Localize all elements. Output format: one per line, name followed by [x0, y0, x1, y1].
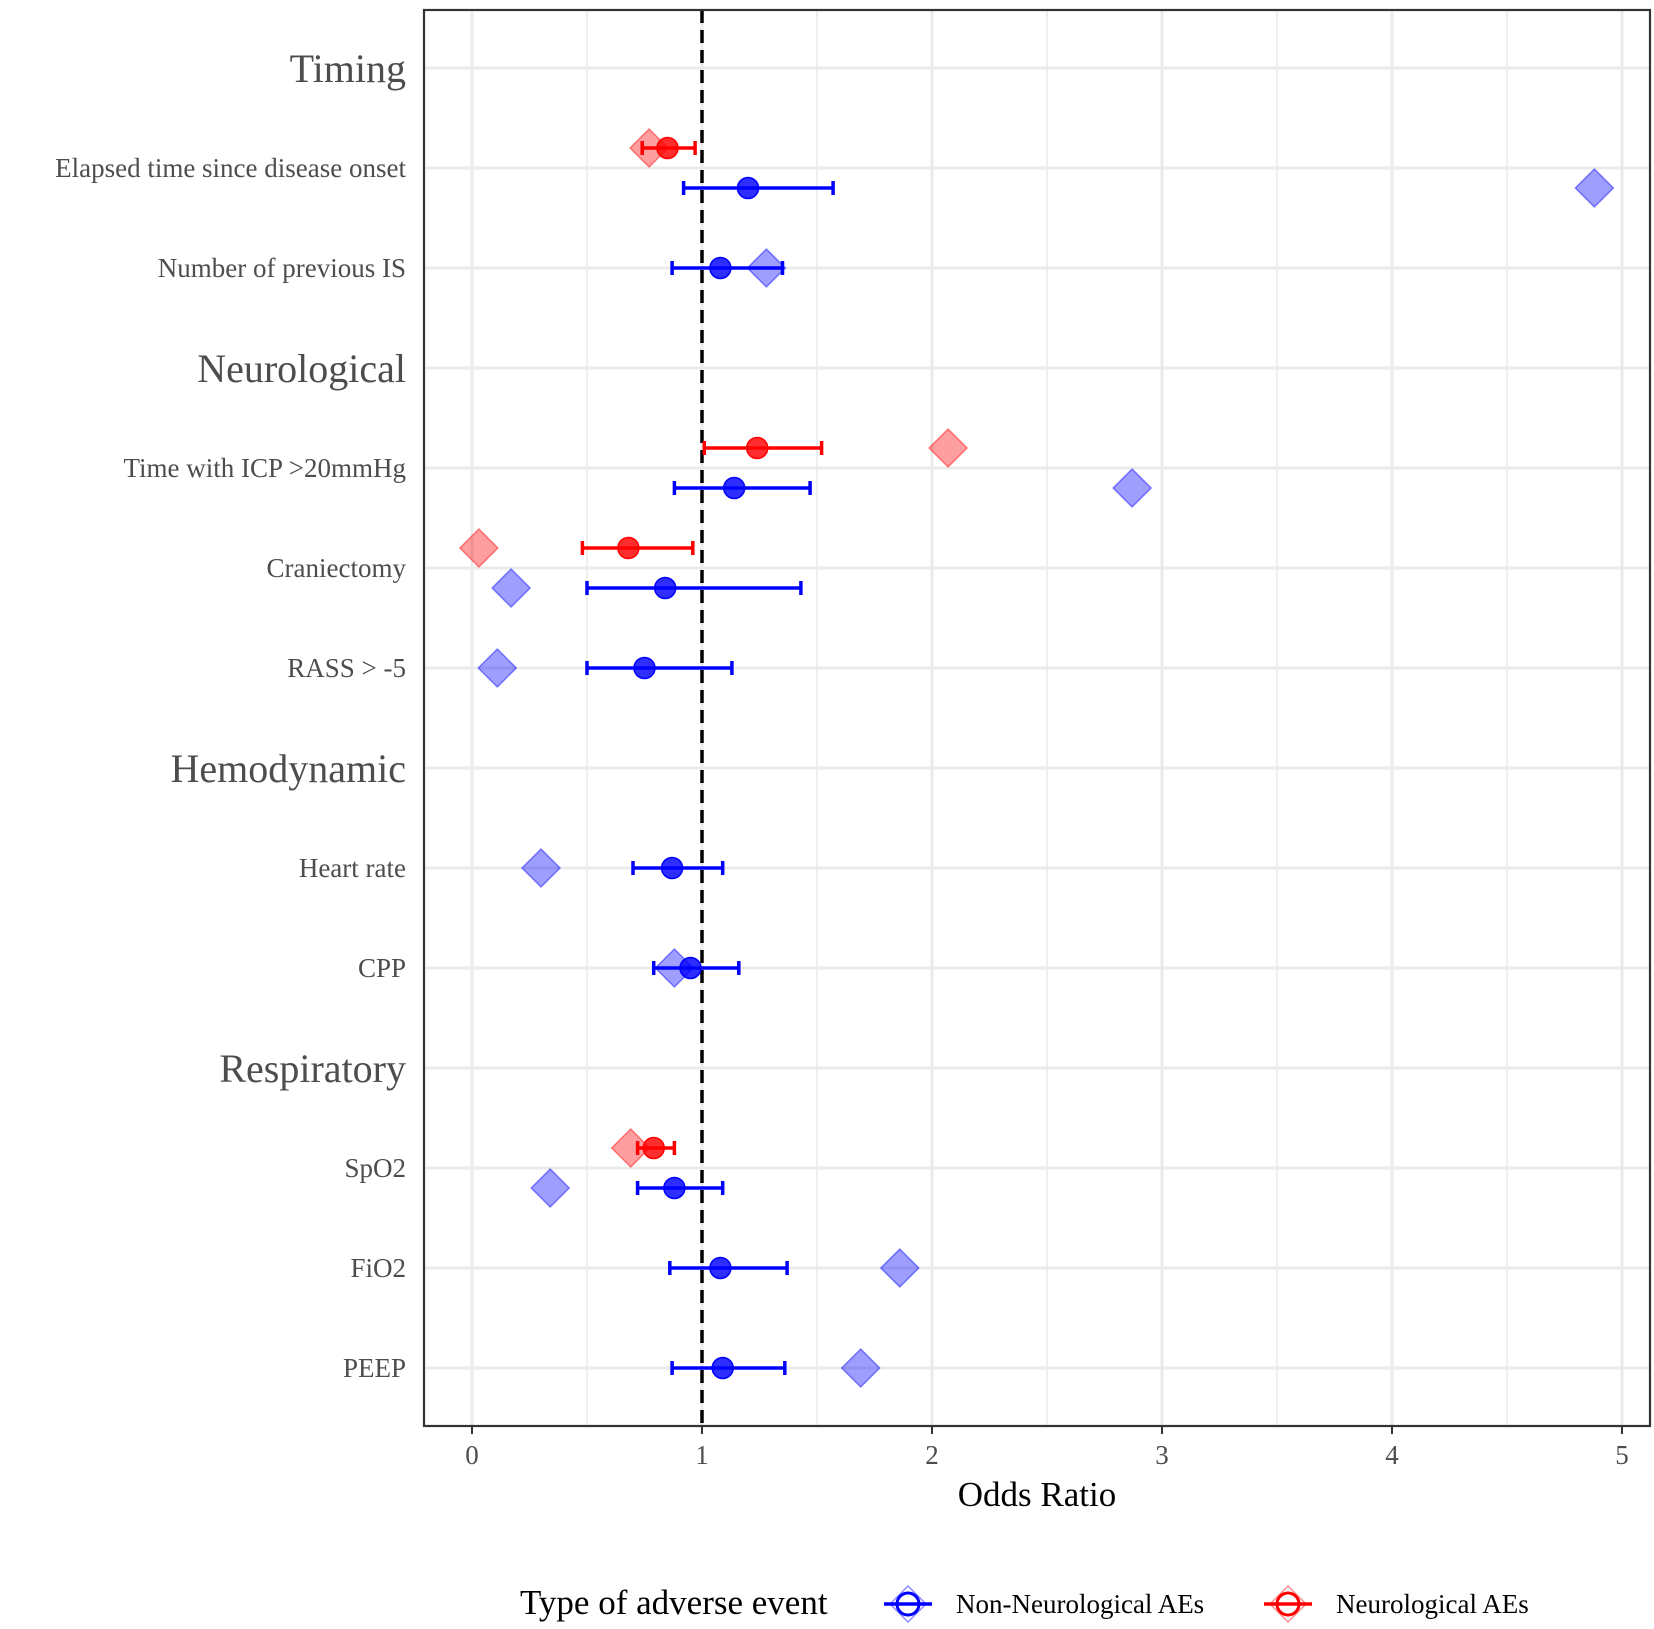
neurological-point: [656, 136, 679, 160]
x-axis-title: Odds Ratio: [958, 1475, 1116, 1514]
non-neurological-diamond: [879, 1247, 920, 1289]
neurological-diamond: [928, 427, 969, 469]
row-label: CPP: [358, 953, 406, 983]
legend-key-point: [1275, 1591, 1301, 1617]
neurological-point: [642, 1136, 665, 1160]
x-tick-label: 3: [1155, 1440, 1169, 1470]
row-label: Craniectomy: [267, 553, 407, 583]
non-neurological-point: [722, 476, 746, 500]
non-neurological-diamond: [1112, 467, 1153, 509]
row-label: FiO2: [350, 1253, 406, 1283]
row-label: Heart rate: [299, 853, 406, 883]
grid-layer: [424, 10, 1650, 1426]
neurological-point: [745, 436, 769, 460]
row-label: SpO2: [344, 1153, 406, 1183]
non-neurological-diamond: [491, 567, 532, 609]
non-neurological-diamond: [520, 847, 562, 889]
non-neurological-point: [653, 576, 677, 600]
non-neurological-point: [736, 176, 760, 200]
x-tick-label: 0: [465, 1440, 479, 1470]
neurological-point: [617, 536, 640, 560]
non-neurological-point: [709, 1256, 732, 1280]
legend-item-neurological: Neurological AEs: [1264, 1584, 1529, 1624]
non-neurological-diamond: [530, 1167, 571, 1209]
panel-border: [422, 8, 1652, 1428]
section-label: Neurological: [197, 346, 406, 391]
legend-title: Type of adverse event: [520, 1583, 828, 1622]
row-label-layer: Timing Elapsed time since disease onset Nu…: [55, 46, 406, 1383]
legend-label: Neurological AEs: [1336, 1589, 1529, 1619]
marks-layer: [458, 127, 1615, 1389]
neurological-diamond: [458, 527, 499, 569]
non-neurological-diamond: [840, 1347, 881, 1389]
x-tick-label: 1: [695, 1440, 709, 1470]
legend-item-non-neurological: Non-Neurological AEs: [884, 1584, 1204, 1624]
row-label: Number of previous IS: [158, 253, 406, 283]
non-neurological-point: [633, 656, 656, 680]
non-neurological-point: [711, 1356, 734, 1380]
non-neurological-point: [660, 856, 684, 880]
neurological-diamond: [610, 1127, 651, 1169]
x-tick-label: 2: [925, 1440, 939, 1470]
section-label: Respiratory: [219, 1046, 406, 1091]
non-neurological-point: [709, 256, 732, 280]
row-label: PEEP: [343, 1353, 406, 1383]
x-tick-label: 5: [1615, 1440, 1629, 1470]
legend-key-diamond: [888, 1584, 928, 1624]
non-neurological-diamond: [477, 647, 518, 689]
row-label: Time with ICP >20mmHg: [123, 453, 406, 483]
panel-frame-layer: [422, 8, 1652, 1428]
legend-label: Non-Neurological AEs: [956, 1589, 1204, 1619]
section-label: Hemodynamic: [171, 746, 407, 791]
section-label: Timing: [290, 46, 406, 91]
legend: Type of adverse event Non-Neurological A…: [520, 1583, 1529, 1624]
legend-key-point: [895, 1591, 921, 1617]
non-neurological-diamond: [1574, 167, 1615, 209]
x-tick-label: 4: [1385, 1440, 1399, 1470]
non-neurological-point: [679, 956, 702, 980]
non-neurological-point: [663, 1176, 686, 1200]
row-label: Elapsed time since disease onset: [55, 153, 406, 183]
x-tick-layer: 0 1 2 3 4 5: [465, 1426, 1629, 1470]
row-label: RASS > -5: [287, 653, 406, 683]
legend-key-diamond: [1268, 1584, 1308, 1624]
